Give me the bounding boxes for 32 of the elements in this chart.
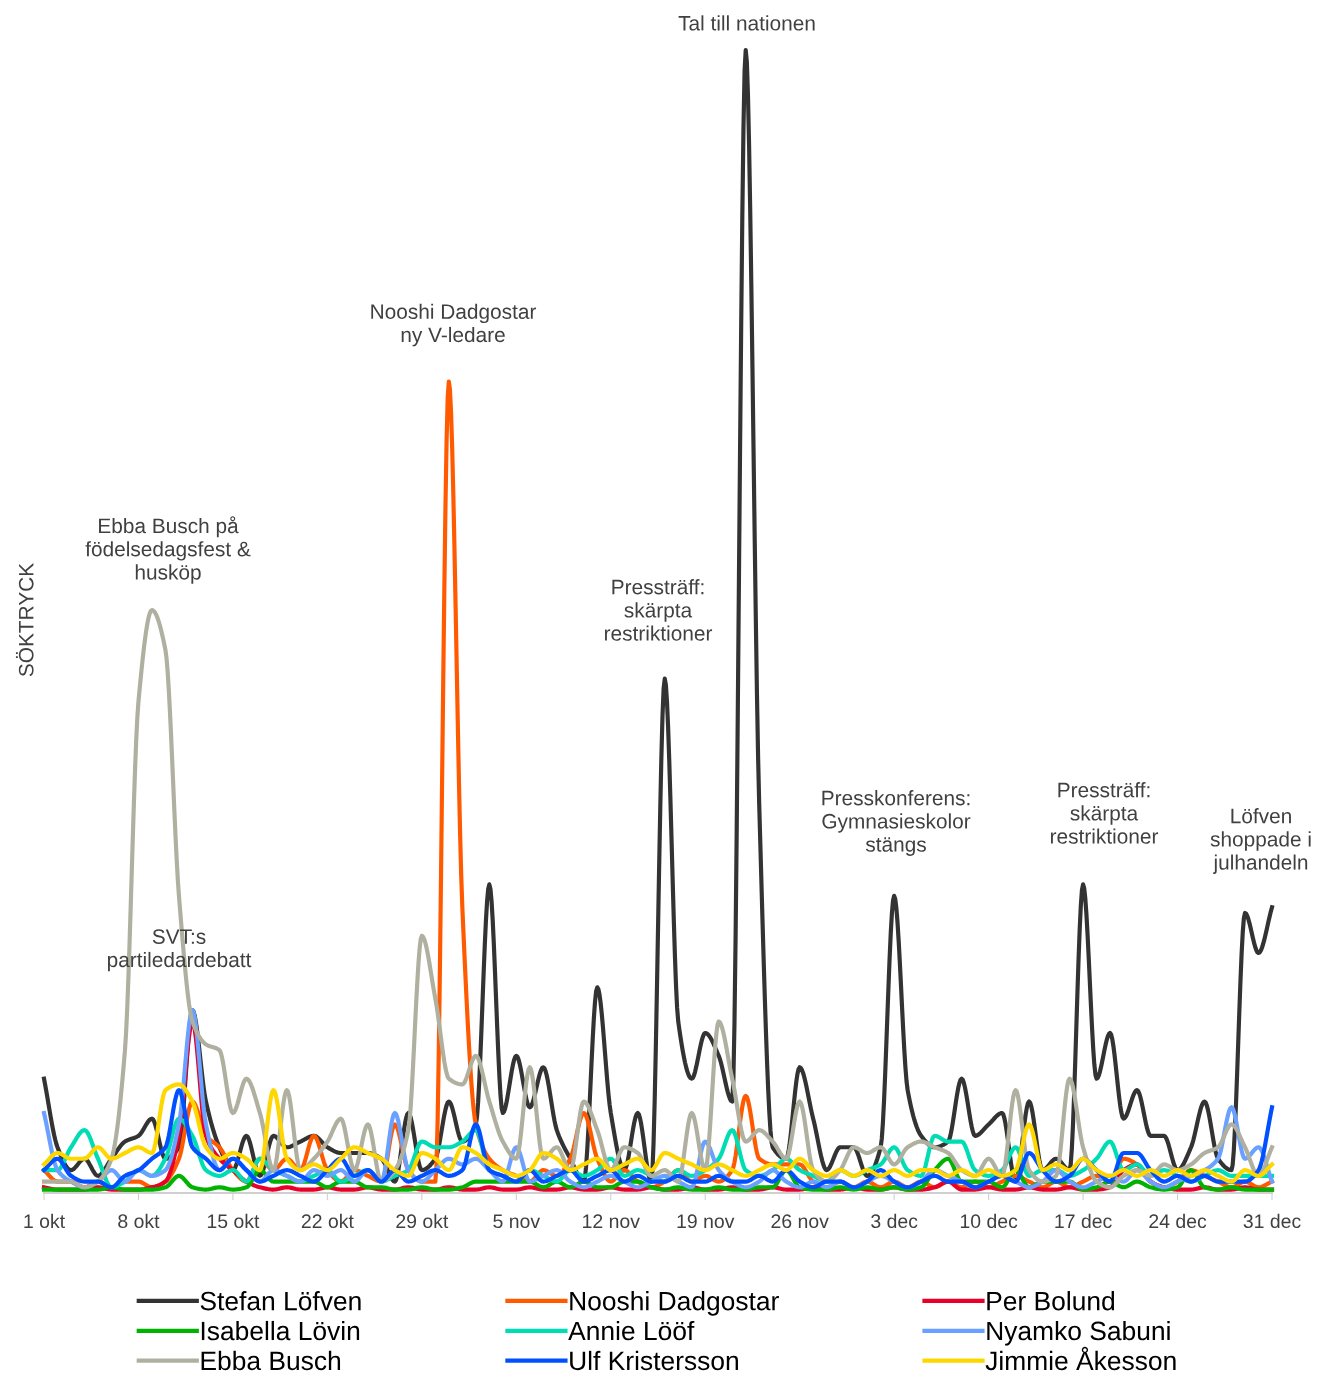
annotation: Presskonferens: Gymnasieskolor stängs xyxy=(822,790,971,856)
annotation: SVT:s partiledardebatt xyxy=(107,929,252,972)
x-tick-label: 22 okt xyxy=(301,1213,354,1229)
legend-label: Annie Lööf xyxy=(568,1320,695,1341)
legend-label: Nooshi Dadgostar xyxy=(570,1291,779,1316)
x-tick-label: 15 okt xyxy=(207,1213,260,1229)
annotation: Ebba Busch på födelsedagsfest & husköp xyxy=(85,516,251,584)
x-tick-label: 31 dec xyxy=(1243,1213,1301,1229)
text: SÖKTRYCK xyxy=(15,563,34,677)
x-tick-label: 1 okt xyxy=(24,1213,65,1229)
x-tick-label: 24 dec xyxy=(1149,1213,1207,1229)
annotation: Löfven shoppade i julhandeln xyxy=(1210,808,1311,874)
x-tick-label: 26 nov xyxy=(771,1214,829,1229)
legend-label: Ulf Kristersson xyxy=(570,1350,738,1371)
x-tick-label: 12 nov xyxy=(583,1214,640,1229)
legend-label: Per Bolund xyxy=(987,1291,1115,1311)
legend-label: Stefan Löfven xyxy=(200,1291,361,1311)
legend-label: Nyamko Sabuni xyxy=(987,1320,1170,1346)
x-tick-label: 3 dec xyxy=(871,1213,918,1229)
annotation: Pressträff: skärpta restriktioner xyxy=(604,579,713,641)
legend-label: Ebba Busch xyxy=(201,1350,341,1371)
x-tick-label: 5 nov xyxy=(493,1214,541,1229)
x-tick-label: 29 okt xyxy=(396,1213,449,1229)
annotation: Pressträff: skärpta restriktioner xyxy=(1050,782,1159,844)
x-tick-label: 10 dec xyxy=(960,1213,1018,1229)
text: Tal till nationen xyxy=(678,15,815,31)
x-tick-label: 17 dec xyxy=(1055,1213,1112,1229)
legend-label: Isabella Lövin xyxy=(201,1320,360,1341)
x-tick-label: 8 okt xyxy=(118,1213,160,1229)
legend-label: Jimmie Åkesson xyxy=(985,1346,1176,1371)
x-tick-label: 19 nov xyxy=(677,1214,735,1229)
annotation: Nooshi Dadgostar ny V-ledare xyxy=(371,303,537,347)
